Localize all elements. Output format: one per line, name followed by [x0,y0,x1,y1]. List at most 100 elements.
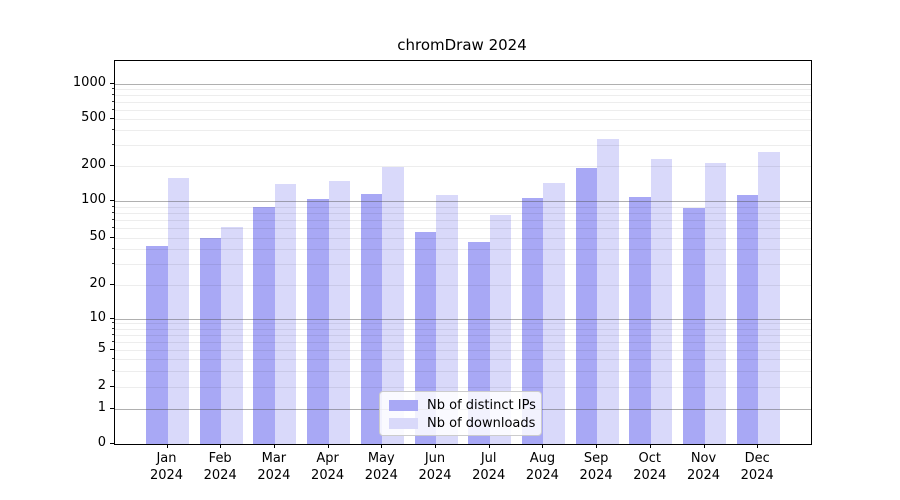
x-tick-label-jan: Jan 2024 [149,451,184,483]
bar-downloads-jul [489,214,512,444]
y-tick-mark-1000 [110,82,114,84]
x-tick-label-dec: Dec 2024 [740,451,774,483]
y-tick-mark-100 [110,200,114,201]
legend-swatch-distinct-ips [389,400,418,411]
x-tick-label-jun: Jun 2024 [418,451,452,483]
x-tick-mark-jul [488,444,490,448]
x-tick-mark-mar [273,444,275,448]
y-minor-tick-mark-400 [112,129,114,131]
bar-downloads-mar [274,183,297,444]
bar-downloads-jun [436,195,458,444]
x-tick-mark-nov [703,444,705,448]
legend-label-downloads: Nb of downloads [427,416,536,431]
minor-gridline-900 [115,88,811,90]
minor-gridline-800 [115,94,811,96]
y-minor-tick-mark-4 [112,358,114,359]
minor-gridline-500 [115,119,811,120]
x-tick-label-jul: Jul 2024 [472,451,506,483]
y-tick-label-200: 200 [81,156,106,172]
y-minor-tick-mark-900 [112,87,114,89]
y-minor-tick-mark-500 [112,118,114,119]
x-tick-mark-jun [435,444,436,448]
y-minor-tick-mark-600 [112,108,114,110]
y-minor-tick-mark-7 [112,333,114,335]
x-tick-label-nov: Nov 2024 [686,451,721,483]
bar-ips-apr [307,199,329,444]
minor-gridline-300 [115,144,811,146]
x-tick-label-mar: Mar 2024 [257,451,291,483]
y-minor-tick-mark-8 [112,327,114,329]
bar-downloads-oct [650,158,673,444]
legend-entry-downloads: Nb of downloads [389,415,536,432]
y-minor-tick-mark-30 [112,262,114,264]
bar-ips-oct [629,197,651,444]
y-minor-tick-mark-5 [112,349,114,350]
y-minor-tick-mark-300 [112,143,114,145]
y-tick-mark-10 [110,317,114,319]
x-tick-label-aug: Aug 2024 [525,451,559,483]
bar-downloads-nov [704,163,726,444]
y-tick-label-10: 10 [89,309,106,325]
bar-downloads-may [382,167,404,444]
legend: Nb of distinct IPs Nb of downloads [379,391,542,436]
x-tick-mark-may [381,444,383,448]
y-minor-tick-mark-80 [112,211,114,213]
y-tick-label-1000: 1000 [72,74,106,90]
major-gridline-1000 [115,83,811,85]
minor-gridline-700 [115,101,811,103]
x-tick-mark-dec [757,444,759,448]
y-tick-mark-1 [110,408,114,409]
plot-area: Nb of distinct IPs Nb of downloads [114,60,812,445]
x-tick-label-sep: Sep 2024 [579,451,613,483]
x-tick-label-oct: Oct 2024 [633,451,667,483]
minor-gridline-600 [115,109,811,111]
y-tick-label-5: 5 [97,341,106,356]
bar-downloads-feb [221,226,243,444]
y-minor-tick-mark-20 [112,283,114,285]
x-tick-mark-oct [649,444,651,448]
bar-downloads-jan [167,177,189,444]
y-minor-tick-mark-6 [112,340,114,342]
y-tick-label-20: 20 [89,275,106,291]
y-tick-label-1: 1 [97,400,106,415]
bar-ips-dec [736,195,759,444]
y-minor-tick-mark-60 [112,227,114,229]
bar-ips-aug [521,198,544,444]
bar-downloads-sep [597,139,619,444]
legend-label-distinct-ips: Nb of distinct IPs [427,398,536,413]
y-tick-label-100: 100 [81,192,106,207]
y-tick-mark-0 [110,442,114,444]
bar-downloads-apr [328,180,351,444]
bar-ips-may [360,193,383,444]
x-tick-label-apr: Apr 2024 [311,451,345,483]
legend-swatch-downloads [389,418,418,429]
bar-ips-sep [575,167,598,444]
bar-ips-jan [146,245,168,444]
bar-ips-nov [683,208,705,444]
y-minor-tick-mark-50 [112,237,114,238]
y-minor-tick-mark-40 [112,248,114,250]
y-minor-tick-mark-90 [112,205,114,207]
y-minor-tick-mark-800 [112,93,114,95]
bar-ips-jun [414,231,436,444]
y-minor-tick-mark-2 [112,386,114,387]
x-tick-mark-apr [327,444,329,448]
bar-downloads-dec [758,152,780,444]
y-minor-tick-mark-9 [112,322,114,324]
y-minor-tick-mark-70 [112,219,114,221]
y-tick-label-2: 2 [97,378,106,393]
bar-downloads-aug [543,183,565,444]
x-tick-mark-sep [596,444,598,448]
y-tick-label-50: 50 [89,229,106,244]
y-tick-label-0: 0 [97,434,106,450]
y-minor-tick-mark-200 [112,164,114,166]
x-tick-mark-jan [166,444,168,448]
legend-entry-distinct-ips: Nb of distinct IPs [389,397,536,414]
bar-ips-feb [199,238,222,444]
x-tick-label-may: May 2024 [364,451,398,483]
y-tick-label-500: 500 [81,110,106,125]
x-tick-label-feb: Feb 2024 [203,451,237,483]
x-tick-mark-aug [542,444,544,448]
y-minor-tick-mark-700 [112,100,114,102]
